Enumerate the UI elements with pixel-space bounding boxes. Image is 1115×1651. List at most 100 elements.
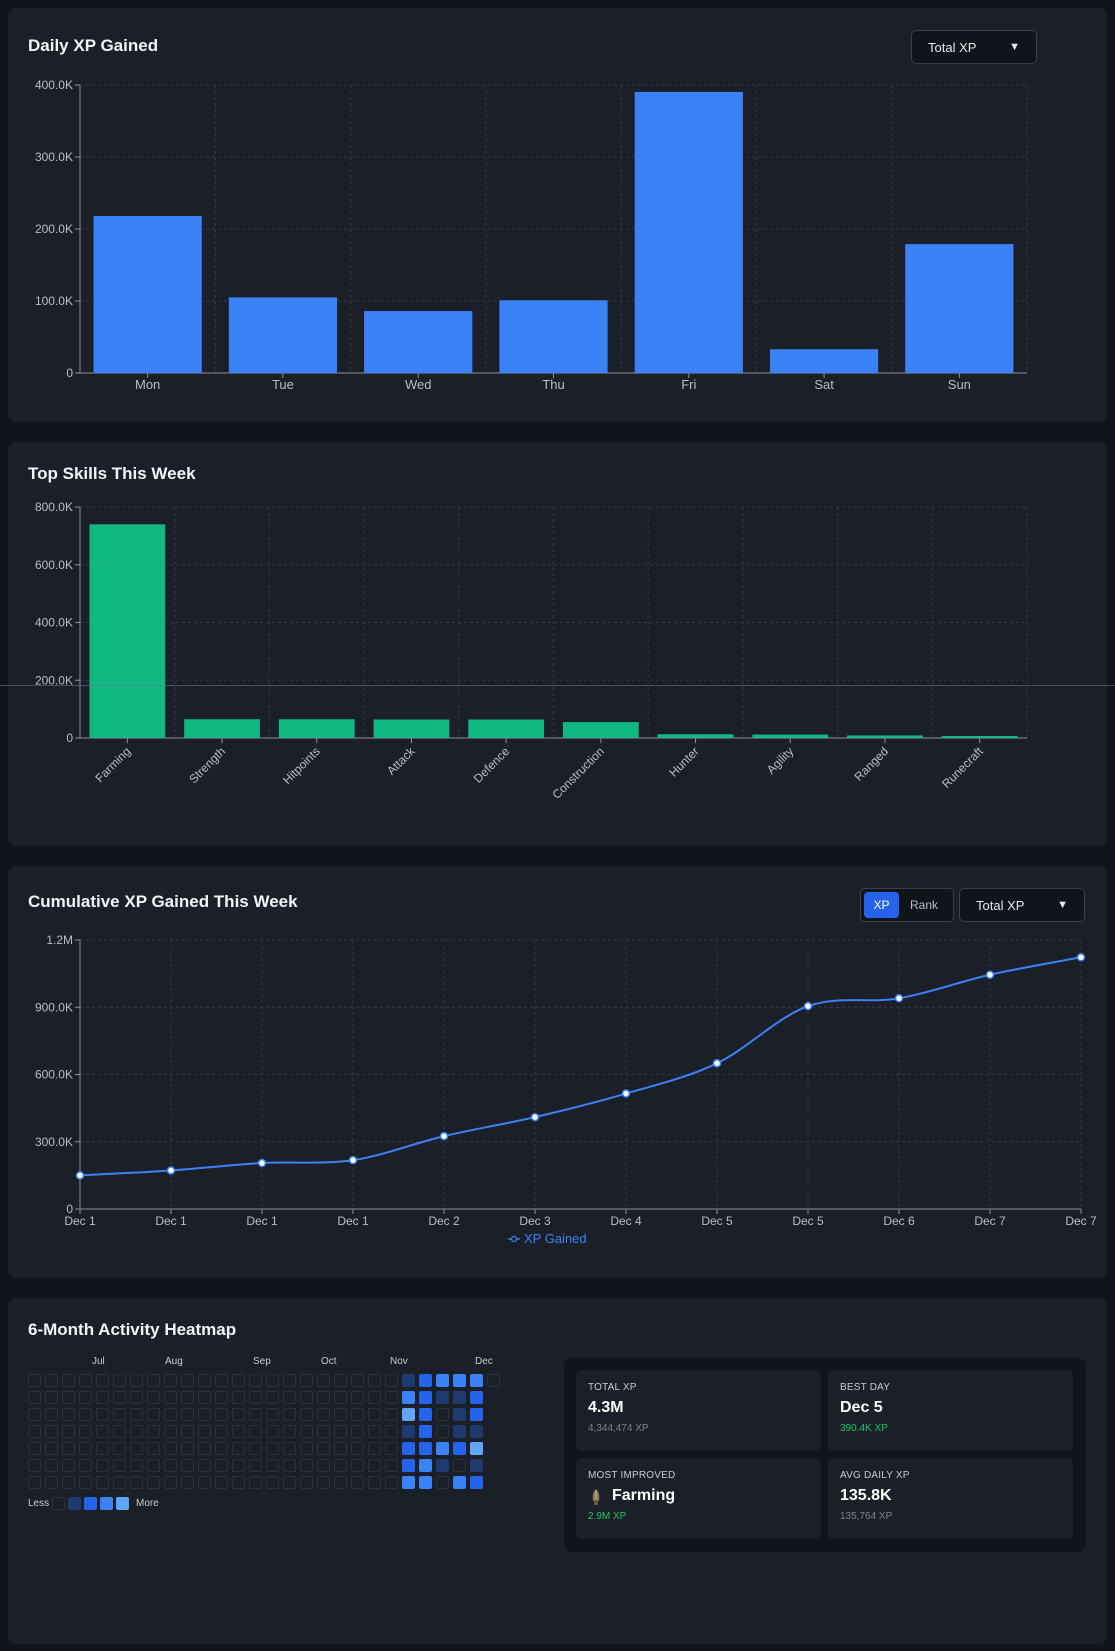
heatmap-cell[interactable] <box>385 1408 398 1421</box>
heatmap-cell[interactable] <box>283 1425 296 1438</box>
heatmap-cell[interactable] <box>232 1408 245 1421</box>
heatmap-cell[interactable] <box>96 1391 109 1404</box>
heatmap-cell[interactable] <box>45 1425 58 1438</box>
heatmap-cell[interactable] <box>368 1391 381 1404</box>
heatmap-cell[interactable] <box>232 1459 245 1472</box>
heatmap-cell[interactable] <box>266 1374 279 1387</box>
heatmap-cell[interactable] <box>385 1374 398 1387</box>
heatmap-cell[interactable] <box>62 1408 75 1421</box>
heatmap-cell[interactable] <box>402 1374 415 1387</box>
heatmap-cell[interactable] <box>232 1425 245 1438</box>
heatmap-cell[interactable] <box>215 1391 228 1404</box>
heatmap-cell[interactable] <box>368 1476 381 1489</box>
heatmap-cell[interactable] <box>79 1391 92 1404</box>
heatmap-cell[interactable] <box>113 1425 126 1438</box>
heatmap-cell[interactable] <box>181 1408 194 1421</box>
heatmap-cell[interactable] <box>147 1408 160 1421</box>
heatmap-cell[interactable] <box>249 1476 262 1489</box>
heatmap-cell[interactable] <box>266 1442 279 1455</box>
heatmap-cell[interactable] <box>249 1459 262 1472</box>
heatmap-cell[interactable] <box>28 1459 41 1472</box>
heatmap-cell[interactable] <box>334 1408 347 1421</box>
heatmap-cell[interactable] <box>385 1391 398 1404</box>
heatmap-cell[interactable] <box>215 1476 228 1489</box>
heatmap-cell[interactable] <box>28 1476 41 1489</box>
heatmap-cell[interactable] <box>470 1425 483 1438</box>
heatmap-cell[interactable] <box>453 1442 466 1455</box>
heatmap-cell[interactable] <box>130 1442 143 1455</box>
heatmap-cell[interactable] <box>96 1374 109 1387</box>
heatmap-cell[interactable] <box>266 1408 279 1421</box>
heatmap-cell[interactable] <box>62 1476 75 1489</box>
heatmap-cell[interactable] <box>317 1459 330 1472</box>
heatmap-cell[interactable] <box>62 1425 75 1438</box>
heatmap-cell[interactable] <box>96 1408 109 1421</box>
heatmap-cell[interactable] <box>96 1425 109 1438</box>
heatmap-cell[interactable] <box>266 1425 279 1438</box>
heatmap-cell[interactable] <box>317 1374 330 1387</box>
heatmap-cell[interactable] <box>164 1442 177 1455</box>
heatmap-cell[interactable] <box>164 1476 177 1489</box>
heatmap-cell[interactable] <box>96 1442 109 1455</box>
heatmap-cell[interactable] <box>113 1442 126 1455</box>
heatmap-cell[interactable] <box>300 1476 313 1489</box>
heatmap-cell[interactable] <box>232 1391 245 1404</box>
heatmap-cell[interactable] <box>96 1476 109 1489</box>
heatmap-cell[interactable] <box>198 1374 211 1387</box>
heatmap-cell[interactable] <box>487 1374 500 1387</box>
heatmap-cell[interactable] <box>436 1476 449 1489</box>
daily-xp-select[interactable]: Total XP ▼ <box>911 30 1037 64</box>
heatmap-cell[interactable] <box>351 1374 364 1387</box>
heatmap-cell[interactable] <box>300 1391 313 1404</box>
heatmap-cell[interactable] <box>62 1442 75 1455</box>
heatmap-cell[interactable] <box>79 1374 92 1387</box>
heatmap-cell[interactable] <box>181 1476 194 1489</box>
heatmap-cell[interactable] <box>113 1476 126 1489</box>
heatmap-cell[interactable] <box>283 1374 296 1387</box>
heatmap-cell[interactable] <box>368 1425 381 1438</box>
heatmap-cell[interactable] <box>436 1425 449 1438</box>
heatmap-cell[interactable] <box>45 1408 58 1421</box>
toggle-xp[interactable]: XP <box>864 892 899 918</box>
heatmap-cell[interactable] <box>113 1391 126 1404</box>
cumulative-select[interactable]: Total XP ▼ <box>959 888 1085 922</box>
heatmap-cell[interactable] <box>215 1442 228 1455</box>
heatmap-cell[interactable] <box>198 1408 211 1421</box>
heatmap-cell[interactable] <box>198 1391 211 1404</box>
heatmap-cell[interactable] <box>300 1459 313 1472</box>
heatmap-cell[interactable] <box>402 1442 415 1455</box>
heatmap-cell[interactable] <box>130 1476 143 1489</box>
xp-rank-toggle[interactable]: XP Rank <box>860 888 954 922</box>
heatmap-cell[interactable] <box>181 1374 194 1387</box>
heatmap-cell[interactable] <box>470 1391 483 1404</box>
heatmap-cell[interactable] <box>164 1374 177 1387</box>
heatmap-cell[interactable] <box>436 1374 449 1387</box>
heatmap-cell[interactable] <box>453 1459 466 1472</box>
heatmap-cell[interactable] <box>368 1442 381 1455</box>
heatmap-cell[interactable] <box>300 1442 313 1455</box>
heatmap-cell[interactable] <box>215 1459 228 1472</box>
heatmap-cell[interactable] <box>402 1476 415 1489</box>
heatmap-cell[interactable] <box>453 1408 466 1421</box>
heatmap-cell[interactable] <box>249 1442 262 1455</box>
heatmap-cell[interactable] <box>249 1425 262 1438</box>
heatmap-cell[interactable] <box>317 1442 330 1455</box>
heatmap-cell[interactable] <box>334 1425 347 1438</box>
heatmap-cell[interactable] <box>436 1442 449 1455</box>
heatmap-cell[interactable] <box>368 1459 381 1472</box>
heatmap-cell[interactable] <box>470 1476 483 1489</box>
heatmap-cell[interactable] <box>62 1459 75 1472</box>
heatmap-cell[interactable] <box>79 1476 92 1489</box>
heatmap-cell[interactable] <box>453 1476 466 1489</box>
heatmap-cell[interactable] <box>232 1476 245 1489</box>
heatmap-cell[interactable] <box>45 1476 58 1489</box>
heatmap-cell[interactable] <box>351 1391 364 1404</box>
heatmap-cell[interactable] <box>283 1459 296 1472</box>
heatmap-cell[interactable] <box>130 1374 143 1387</box>
heatmap-cell[interactable] <box>28 1442 41 1455</box>
heatmap-cell[interactable] <box>215 1425 228 1438</box>
heatmap-cell[interactable] <box>113 1374 126 1387</box>
heatmap-cell[interactable] <box>402 1459 415 1472</box>
heatmap-cell[interactable] <box>198 1459 211 1472</box>
heatmap-cell[interactable] <box>28 1408 41 1421</box>
